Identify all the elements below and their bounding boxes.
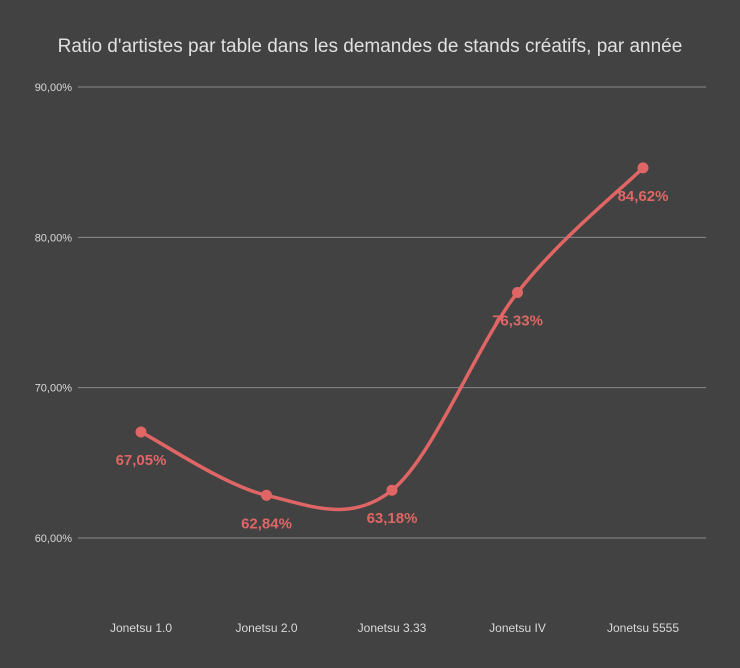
x-tick-label: Jonetsu 3.33 — [358, 621, 427, 635]
x-tick-label: Jonetsu 5555 — [607, 621, 679, 635]
y-tick-label: 60,00% — [35, 533, 73, 545]
chart-title: Ratio d'artistes par table dans les dema… — [58, 36, 683, 57]
data-point — [386, 484, 398, 496]
y-tick-label: 90,00% — [35, 82, 73, 94]
series-layer — [139, 166, 645, 512]
data-points — [135, 162, 649, 501]
data-label: 62,84% — [241, 515, 292, 532]
x-axis-ticks: Jonetsu 1.0 Jonetsu 2.0 Jonetsu 3.33 Jonets… — [110, 621, 679, 635]
data-label: 76,33% — [492, 313, 543, 330]
series-line — [139, 166, 645, 512]
y-tick-label: 70,00% — [35, 383, 73, 395]
data-point — [261, 489, 272, 501]
data-point — [512, 287, 523, 299]
x-tick-label: Jonetsu 1.0 — [110, 621, 172, 635]
x-tick-label: Jonetsu IV — [489, 621, 546, 635]
data-point — [135, 426, 147, 438]
y-tick-label: 80,00% — [35, 232, 73, 244]
data-label: 63,18% — [367, 510, 418, 527]
data-labels: 67,05% 62,84% 63,18% 76,33% 84,62% — [116, 188, 669, 532]
y-axis-ticks: 60,00% 70,00% 80,00% 90,00% — [35, 82, 73, 545]
data-label: 84,62% — [618, 188, 669, 205]
data-point — [637, 162, 649, 174]
data-label: 67,05% — [116, 452, 167, 469]
x-tick-label: Jonetsu 2.0 — [235, 621, 297, 635]
grid-lines — [78, 86, 706, 539]
